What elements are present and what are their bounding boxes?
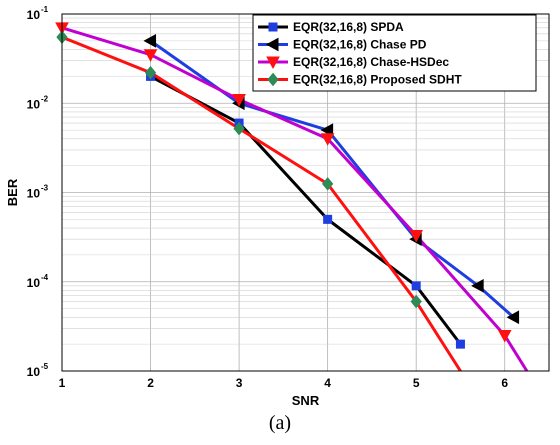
plot-frame bbox=[61, 13, 550, 372]
legend: EQR(32,16,8) SPDA EQR(32,16,8) Chase PD EQ… bbox=[252, 14, 537, 92]
y-tick-exponent: -2 bbox=[41, 94, 49, 103]
data-point bbox=[411, 281, 421, 291]
x-tick-label: 2 bbox=[147, 376, 154, 390]
series-markers bbox=[55, 22, 520, 349]
legend-label: EQR(32,16,8) Chase PD bbox=[293, 38, 427, 52]
legend-box bbox=[252, 14, 537, 92]
y-tick-label: 10 bbox=[27, 365, 41, 379]
legend-swatch-marker bbox=[266, 56, 280, 70]
y-tick-label: 10 bbox=[27, 8, 41, 22]
legend-label: EQR(32,16,8) Proposed SDHT bbox=[293, 73, 462, 87]
y-tick-exponent: -1 bbox=[41, 5, 49, 14]
data-point bbox=[320, 133, 335, 146]
y-tick-label: 10 bbox=[27, 187, 41, 201]
y-tick-exponent: -4 bbox=[41, 273, 49, 282]
x-tick-label: 6 bbox=[501, 376, 508, 390]
x-tick-label: 5 bbox=[413, 376, 420, 390]
data-point bbox=[497, 329, 512, 343]
legend-swatch-marker bbox=[267, 72, 279, 87]
tick-labels: 1 2 3 4 5 610-510-410-310-210-1 bbox=[27, 5, 509, 390]
data-point bbox=[233, 121, 245, 136]
x-axis-label: SNR bbox=[292, 393, 320, 408]
series-line-4 bbox=[62, 35, 462, 371]
data-point bbox=[471, 278, 484, 293]
data-point bbox=[506, 310, 520, 325]
y-axis-label: BER bbox=[5, 178, 20, 206]
y-tick-label: 10 bbox=[27, 276, 41, 290]
legend-label: EQR(32,16,8) Chase-HSDec bbox=[293, 55, 449, 69]
figure-caption: (a) bbox=[268, 412, 292, 434]
data-point bbox=[410, 294, 422, 309]
y-tick-label: 10 bbox=[27, 97, 41, 111]
x-tick-label: 1 bbox=[59, 376, 66, 390]
data-point bbox=[143, 49, 158, 62]
series-layer bbox=[55, 22, 529, 371]
data-point bbox=[144, 65, 157, 80]
legend-label: EQR(32,16,8) SPDA bbox=[293, 20, 404, 34]
y-tick-exponent: -3 bbox=[41, 184, 49, 193]
x-tick-label: 4 bbox=[324, 376, 331, 390]
data-point bbox=[455, 339, 465, 349]
legend-swatch-marker bbox=[268, 22, 278, 32]
data-point bbox=[409, 229, 424, 243]
data-point bbox=[143, 34, 157, 48]
x-tick-label: 3 bbox=[236, 376, 243, 390]
data-point bbox=[323, 214, 333, 224]
data-point bbox=[232, 94, 246, 107]
data-point bbox=[321, 177, 334, 191]
legend-swatch-marker bbox=[265, 37, 279, 52]
data-point bbox=[320, 123, 334, 137]
y-tick-exponent: -5 bbox=[41, 362, 49, 371]
